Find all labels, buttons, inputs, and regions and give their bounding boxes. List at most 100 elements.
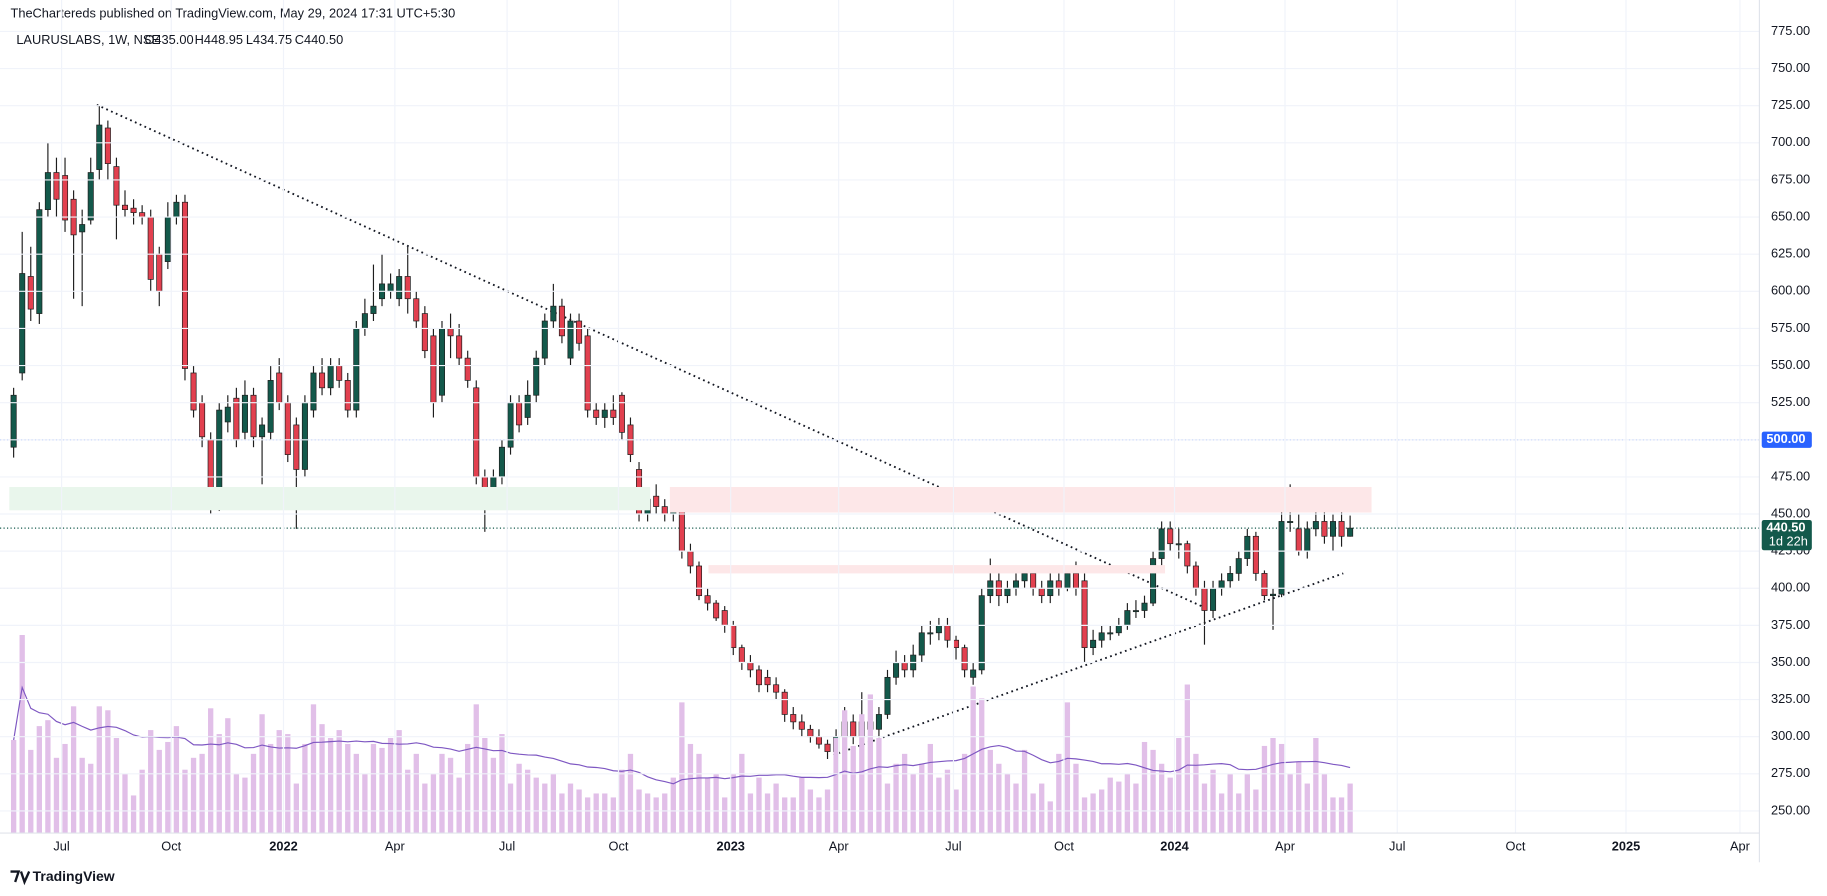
- volume-bar: [1296, 761, 1302, 834]
- volume-bar: [456, 777, 462, 834]
- over-layer: [0, 103, 1760, 756]
- candle-body: [576, 320, 583, 344]
- candle-body: [233, 397, 240, 441]
- candle-body: [421, 313, 428, 352]
- volume-bar: [602, 793, 608, 834]
- candle-body: [173, 201, 180, 218]
- y-tick-label: 400.00: [1771, 580, 1810, 595]
- volume-bar: [790, 797, 796, 834]
- volume-bar: [1210, 769, 1216, 834]
- candle-body: [164, 216, 171, 262]
- x-tick-label: Jul: [945, 838, 961, 853]
- volume-bar: [36, 726, 42, 834]
- volume-bar: [208, 708, 214, 834]
- volume-bar: [267, 743, 274, 834]
- volume-bar: [867, 694, 874, 834]
- volume-bar: [362, 773, 368, 834]
- volume-bar: [764, 793, 771, 834]
- candle-body: [267, 380, 274, 433]
- volume-bar: [139, 769, 145, 834]
- volume-bar: [396, 730, 402, 834]
- candle-body: [901, 662, 908, 671]
- volume-bar: [173, 726, 180, 834]
- candle-body: [661, 506, 668, 515]
- volume-bar: [1073, 763, 1079, 834]
- volume-bar: [62, 743, 68, 834]
- volume-bar: [319, 724, 325, 834]
- candle-body: [199, 402, 206, 438]
- candle-body: [1252, 535, 1259, 574]
- price-countdown: 1d 22h: [1769, 533, 1808, 548]
- candle-body: [53, 172, 60, 200]
- volume-bar: [919, 763, 925, 834]
- volume-bar: [1141, 741, 1148, 834]
- y-tick-label: 525.00: [1771, 394, 1810, 409]
- volume-bar: [225, 718, 231, 834]
- volume-bar: [747, 793, 754, 834]
- volume-bar: [910, 773, 916, 834]
- price-tag: [1761, 519, 1812, 551]
- volume-bar: [28, 749, 34, 834]
- candle-body: [1072, 573, 1079, 589]
- candle-body: [953, 639, 960, 648]
- volume-bar: [1244, 773, 1250, 834]
- volume-bar: [1261, 745, 1268, 834]
- candle-body: [507, 402, 514, 448]
- candle-body: [1124, 610, 1131, 626]
- candle-body: [62, 175, 69, 221]
- volume-bar: [1004, 773, 1011, 834]
- candle-body: [1158, 528, 1165, 559]
- x-tick-label: Apr: [829, 838, 850, 853]
- trendline: [96, 103, 1207, 610]
- ohlc-low: L434.75: [246, 32, 292, 47]
- candle-body: [1055, 580, 1062, 589]
- volume-bar: [482, 738, 488, 834]
- candle-body: [293, 424, 300, 470]
- candle-body: [1107, 632, 1114, 635]
- candle-body: [541, 320, 548, 359]
- candle-body: [344, 380, 351, 411]
- candle-body: [824, 743, 831, 752]
- candle-body: [1132, 610, 1139, 613]
- candle-body: [353, 328, 360, 411]
- candle-body: [927, 632, 934, 635]
- candle-body: [387, 283, 394, 292]
- candle-body: [464, 357, 471, 381]
- volume-bar: [704, 777, 711, 834]
- volume-bar: [353, 753, 359, 834]
- volume-bar: [610, 797, 616, 834]
- volume-bar: [662, 793, 668, 834]
- candle-body: [1012, 580, 1020, 589]
- volume-bar: [242, 777, 248, 834]
- candle-body: [1312, 521, 1319, 530]
- candle-body: [113, 166, 120, 206]
- volume-bar: [1081, 797, 1088, 834]
- candle-body: [978, 595, 985, 671]
- x-tick-label: Apr: [385, 838, 406, 853]
- volume-bar: [884, 783, 891, 834]
- candle-body: [413, 298, 420, 322]
- candle-body: [259, 424, 266, 438]
- candle-body: [36, 209, 43, 314]
- candle-body: [747, 662, 754, 671]
- volume-bar: [1193, 753, 1199, 834]
- volume-bar: [1047, 801, 1053, 834]
- y-tick-label: 575.00: [1771, 320, 1810, 335]
- volume-bar: [927, 743, 933, 834]
- volume-bar: [1218, 793, 1225, 834]
- y-tick-label: 675.00: [1771, 171, 1810, 186]
- candle-body: [584, 335, 591, 411]
- candle-body: [687, 550, 694, 567]
- trendline: [833, 572, 1344, 756]
- candle-body: [1295, 528, 1302, 552]
- volume-bar: [799, 777, 805, 834]
- volume-bar: [1056, 753, 1062, 834]
- volume-bar: [70, 706, 77, 834]
- volume-bar: [336, 730, 342, 834]
- zone: [9, 486, 651, 511]
- candle-body: [319, 372, 326, 389]
- candle-body: [1030, 573, 1037, 589]
- candle-body: [1329, 521, 1336, 537]
- candle-body: [935, 625, 942, 634]
